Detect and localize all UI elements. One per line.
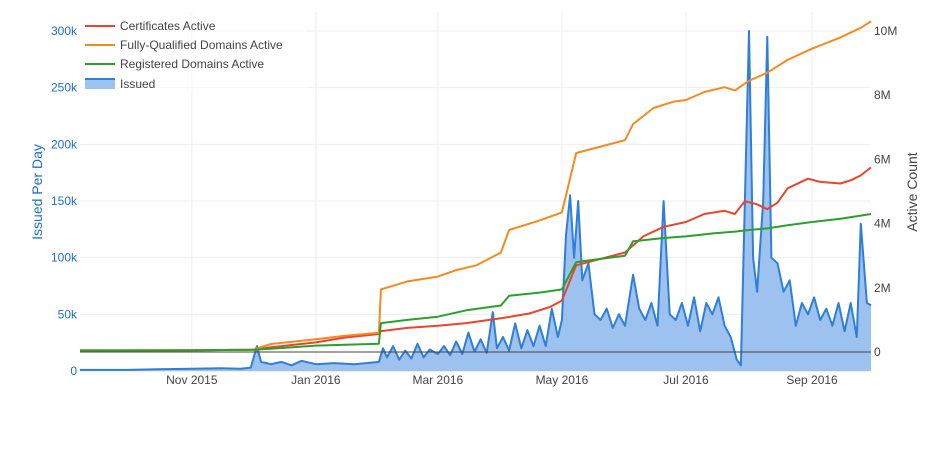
y-left-tick-label: 50k bbox=[58, 307, 78, 321]
axis-layer: Nov 2015 Jan 2016 Mar 2016 May 2016 Jul 2016… bbox=[51, 24, 897, 387]
legend-item-registered-domains-active[interactable]: Registered Domains Active bbox=[85, 57, 264, 71]
legend-label-issued: Issued bbox=[120, 77, 155, 91]
y-axis-right-title: Active Count bbox=[904, 152, 920, 231]
y-right-tick-label: 6M bbox=[874, 152, 891, 166]
series-line-certificates-active bbox=[80, 166, 872, 352]
legend-label-registered-domains-active: Registered Domains Active bbox=[120, 57, 264, 71]
x-tick-label: May 2016 bbox=[536, 373, 589, 387]
y-left-tick-label: 100k bbox=[51, 251, 78, 265]
x-tick-label: Jan 2016 bbox=[291, 373, 341, 387]
x-tick-label: Sep 2016 bbox=[786, 373, 838, 387]
y-left-tick-label: 150k bbox=[51, 194, 78, 208]
series-line-fully-qualified-domains-active bbox=[80, 20, 872, 352]
y-left-tick-label: 300k bbox=[51, 24, 78, 38]
y-left-tick-label: 250k bbox=[51, 81, 78, 95]
legend-item-issued[interactable]: Issued bbox=[85, 77, 155, 91]
y-right-tick-label: 10M bbox=[874, 24, 897, 38]
series-issued-area bbox=[80, 31, 871, 371]
y-right-tick-label: 8M bbox=[874, 88, 891, 102]
legend-item-certificates-active[interactable]: Certificates Active bbox=[85, 19, 216, 33]
legend-label-certificates-active: Certificates Active bbox=[120, 19, 216, 33]
legend-label-fqdn-active: Fully-Qualified Domains Active bbox=[120, 38, 283, 52]
y-left-tick-label: 200k bbox=[51, 137, 78, 151]
y-right-tick-label: 0 bbox=[874, 345, 881, 359]
y-right-tick-label: 2M bbox=[874, 281, 891, 295]
series-issued-line bbox=[80, 30, 872, 371]
series-layer bbox=[80, 20, 872, 371]
legend[interactable]: Certificates Active Fully-Qualified Doma… bbox=[80, 15, 306, 93]
y-right-tick-label: 4M bbox=[874, 217, 891, 231]
y-axis-left-title: Issued Per Day bbox=[29, 144, 45, 240]
legend-swatch-issued bbox=[85, 79, 115, 89]
series-line-registered-domains-active bbox=[80, 213, 872, 352]
y-left-tick-label: 0 bbox=[70, 364, 77, 378]
legend-background bbox=[80, 15, 306, 93]
x-tick-label: Mar 2016 bbox=[413, 373, 464, 387]
x-tick-label: Jul 2016 bbox=[663, 373, 709, 387]
legend-item-fqdn-active[interactable]: Fully-Qualified Domains Active bbox=[85, 38, 283, 52]
x-tick-label: Nov 2015 bbox=[166, 373, 218, 387]
